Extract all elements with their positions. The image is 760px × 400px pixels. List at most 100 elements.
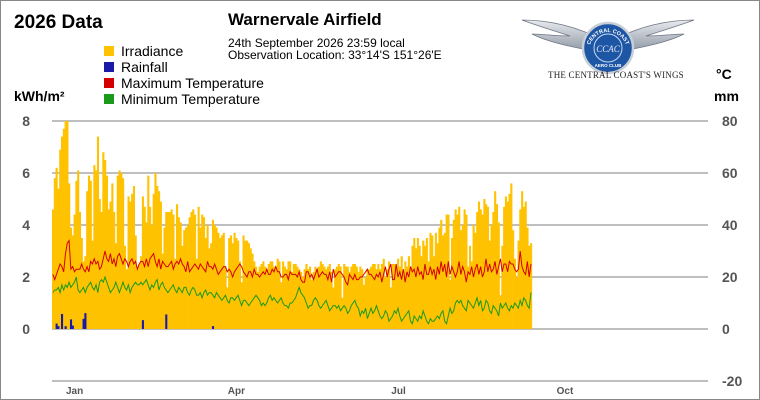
legend-irradiance: Irradiance — [104, 43, 183, 59]
irradiance-bar — [78, 212, 82, 329]
irradiance-bar — [368, 269, 371, 329]
irradiance-bar — [389, 287, 392, 329]
irradiance-bar — [449, 279, 452, 329]
irradiance-bar — [100, 212, 103, 329]
irradiance-bar — [64, 121, 67, 329]
irradiance-bar — [328, 264, 331, 329]
irradiance-bar — [93, 165, 96, 329]
irradiance-bar — [521, 191, 524, 329]
y-right-tick-label: 60 — [722, 165, 738, 181]
y-right-tick-label: -20 — [722, 373, 742, 389]
irradiance-bar — [283, 266, 286, 329]
irradiance-bar — [265, 269, 268, 329]
irradiance-bar — [219, 238, 222, 329]
irradiance-bar — [167, 212, 170, 329]
irradiance-bar — [242, 235, 245, 329]
irradiance-bar — [526, 227, 529, 329]
irradiance-bar — [127, 196, 130, 329]
min-temp-line — [52, 275, 532, 326]
x-month-label: Apr — [228, 386, 245, 397]
irradiance-bar — [344, 266, 348, 329]
irradiance-bar — [181, 245, 184, 329]
irradiance-bar — [249, 248, 252, 329]
legend-label-max-temp: Maximum Temperature — [121, 75, 264, 91]
irradiance-bar — [300, 271, 303, 329]
irradiance-bar — [528, 245, 531, 329]
irradiance-bar — [228, 238, 231, 329]
irradiance-bar — [118, 170, 121, 329]
irradiance-bar — [206, 225, 209, 329]
irradiance-bar — [388, 261, 391, 329]
irradiance-bar — [495, 204, 499, 329]
irradiance-bar — [149, 206, 152, 329]
irradiance-bar — [98, 199, 101, 329]
irradiance-bar — [332, 287, 335, 329]
irradiance-bar — [501, 245, 504, 329]
irradiance-bar — [497, 222, 500, 329]
irradiance-bar — [156, 186, 159, 329]
irradiance-bar — [429, 232, 432, 329]
irradiance-bar — [357, 271, 360, 329]
irradiance-bar — [59, 149, 62, 329]
irradiance-bar — [325, 269, 328, 329]
irradiance-bar — [373, 264, 376, 329]
irradiance-bar — [463, 209, 466, 329]
irradiance-bar — [519, 209, 522, 329]
irradiance-bar — [476, 212, 479, 329]
irradiance-bar — [109, 201, 112, 329]
irradiance-bar — [114, 243, 118, 329]
legend-min-temp: Minimum Temperature — [104, 91, 260, 107]
irradiance-bar — [346, 266, 349, 329]
irradiance-bar — [87, 175, 91, 329]
irradiance-bar — [199, 227, 202, 329]
observation-location: Observation Location: 33°14'S 151°26'E — [228, 48, 442, 62]
irradiance-bar — [470, 261, 473, 329]
irradiance-bar — [224, 266, 227, 329]
irradiance-bar — [120, 173, 123, 329]
irradiance-bar — [291, 271, 294, 329]
irradiance-bar — [348, 271, 351, 329]
legend-swatch-max-temp — [104, 78, 114, 88]
irradiance-bar — [379, 269, 382, 329]
irradiance-bar — [105, 175, 109, 329]
max-temp-line — [52, 239, 532, 287]
irradiance-bar — [454, 209, 457, 329]
irradiance-bar — [55, 167, 58, 329]
station-title: Warnervale Airfield — [228, 10, 382, 29]
irradiance-bar — [459, 230, 463, 329]
irradiance-bar — [512, 230, 515, 329]
irradiance-bar — [237, 240, 240, 329]
irradiance-bar — [513, 258, 516, 329]
irradiance-bar — [522, 206, 525, 329]
legend-swatch-rainfall — [104, 62, 114, 72]
x-month-label: Jan — [66, 386, 83, 397]
irradiance-bar — [361, 269, 364, 329]
irradiance-bar — [235, 238, 238, 329]
y-left-tick-label: 2 — [22, 269, 30, 285]
irradiance-bar — [57, 188, 60, 329]
irradiance-bar — [461, 225, 464, 329]
irradiance-bar — [339, 266, 342, 329]
irradiance-bar — [319, 261, 322, 329]
legend-label-irradiance: Irradiance — [121, 43, 184, 59]
irradiance-bar — [334, 269, 337, 329]
irradiance-bar — [486, 206, 490, 329]
irradiance-bar — [323, 266, 326, 329]
irradiance-bar — [289, 261, 292, 329]
irradiance-bar — [413, 238, 416, 329]
irradiance-bar — [398, 266, 401, 329]
irradiance-bar — [420, 256, 423, 329]
year-title: 2026 Data — [14, 12, 103, 33]
irradiance-bar — [96, 136, 100, 329]
irradiance-bar — [317, 266, 321, 329]
irradiance-bar — [62, 128, 65, 329]
legend-rainfall: Rainfall — [104, 59, 168, 75]
irradiance-bar — [474, 232, 477, 329]
irradiance-bar — [427, 261, 430, 329]
irradiance-bar — [165, 212, 168, 329]
irradiance-bar — [515, 277, 518, 329]
irradiance-bar — [433, 256, 436, 329]
legend-label-min-temp: Minimum Temperature — [121, 91, 261, 107]
irradiance-bar — [132, 186, 135, 329]
aero-club-logo: CENTRAL COAST AERO CLUB CCAC — [521, 19, 695, 75]
